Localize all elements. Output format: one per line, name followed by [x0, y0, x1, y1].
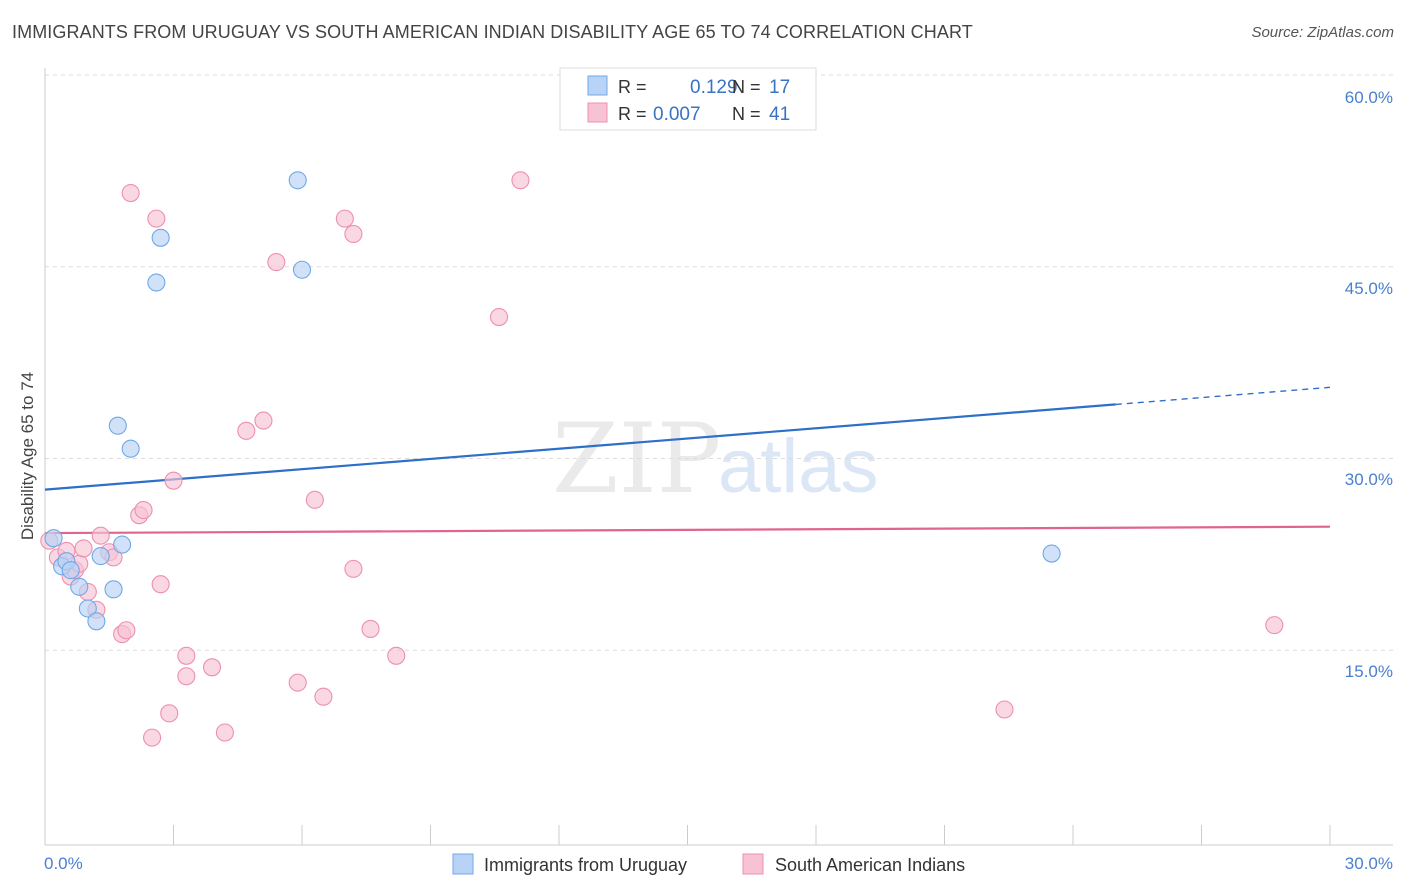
- point-series-1-19: [164, 471, 183, 490]
- point-series-1-9: [91, 526, 110, 545]
- stats-r-value-sai: 0.007: [653, 104, 701, 125]
- point-series-1-21: [147, 209, 166, 228]
- point-series-0-9: [113, 535, 132, 554]
- point-series-1-23: [177, 667, 196, 686]
- point-series-0-12: [147, 273, 166, 292]
- point-series-1-18: [160, 704, 179, 723]
- stats-r-value-uruguay: 0.129: [690, 77, 738, 98]
- y-axis-title: Disability Age 65 to 74: [18, 372, 37, 540]
- legend-label-uruguay: Immigrants from Uruguay: [484, 855, 687, 875]
- y-tick-label-15: 15.0%: [1345, 662, 1393, 681]
- point-series-1-32: [335, 209, 354, 228]
- point-series-0-16: [1042, 544, 1061, 563]
- watermark-atlas: atlas: [718, 424, 879, 509]
- point-series-1-31: [314, 687, 333, 706]
- point-series-1-6: [74, 539, 93, 558]
- point-series-1-38: [511, 171, 530, 190]
- stats-n-label-sai: N =: [732, 104, 761, 124]
- point-series-0-15: [292, 260, 312, 279]
- point-series-0-7: [91, 547, 110, 566]
- point-series-0-0: [44, 529, 63, 548]
- stats-n-value-uruguay: 17: [769, 77, 790, 98]
- x-tick-label-min: 0.0%: [44, 854, 83, 873]
- trend-line-series-0: [44, 403, 1116, 491]
- point-series-0-11: [121, 439, 140, 458]
- point-series-1-29: [288, 673, 307, 692]
- point-series-1-24: [203, 658, 222, 677]
- trend-lines: [44, 386, 1331, 535]
- series-legend: Immigrants from Uruguay South American I…: [452, 853, 965, 875]
- point-series-0-13: [151, 228, 170, 247]
- stats-r-label-uruguay: R =: [618, 77, 647, 97]
- point-series-1-27: [254, 411, 273, 430]
- point-series-1-33: [344, 224, 363, 244]
- y-tick-label-45: 45.0%: [1345, 279, 1393, 298]
- point-series-1-30: [305, 490, 324, 509]
- point-series-1-16: [143, 728, 162, 747]
- point-series-1-28: [267, 253, 286, 272]
- y-tick-labels: 15.0% 30.0% 45.0% 60.0%: [1345, 88, 1393, 681]
- legend-swatch-sai: [742, 853, 764, 875]
- stats-swatch-uruguay: [587, 75, 608, 96]
- y-tick-label-60: 60.0%: [1345, 88, 1393, 107]
- point-series-1-17: [151, 575, 170, 594]
- trend-line-extension-series-0: [1115, 386, 1331, 406]
- point-series-1-34: [344, 559, 363, 578]
- point-series-1-35: [361, 619, 380, 639]
- point-series-1-25: [215, 723, 234, 742]
- point-series-0-10: [108, 416, 127, 435]
- point-series-1-20: [121, 184, 140, 203]
- x-tick-label-max: 30.0%: [1345, 854, 1393, 873]
- point-series-1-13: [117, 621, 136, 640]
- stats-n-value-sai: 41: [769, 104, 790, 125]
- axes: [44, 68, 1393, 846]
- point-series-0-5: [78, 599, 97, 618]
- point-series-0-6: [87, 612, 106, 631]
- stats-n-label-uruguay: N =: [732, 77, 761, 97]
- stats-r-label-sai: R =: [618, 104, 647, 124]
- point-series-0-8: [104, 580, 123, 599]
- point-series-0-4: [70, 577, 89, 596]
- point-series-0-3: [61, 561, 80, 580]
- trend-line-series-1: [44, 525, 1331, 535]
- point-series-1-26: [237, 421, 256, 440]
- chart-title: IMMIGRANTS FROM URUGUAY VS SOUTH AMERICA…: [12, 22, 973, 42]
- legend-swatch-uruguay: [452, 853, 474, 875]
- point-series-1-37: [489, 307, 509, 327]
- chart-source: Source: ZipAtlas.com: [1251, 24, 1394, 41]
- point-series-1-40: [1265, 616, 1284, 635]
- point-series-1-22: [177, 646, 196, 665]
- gridlines: [45, 74, 1393, 651]
- y-tick-label-30: 30.0%: [1345, 470, 1393, 489]
- legend-label-sai: South American Indians: [775, 855, 965, 875]
- point-series-0-14: [288, 171, 307, 190]
- point-series-1-15: [134, 501, 153, 520]
- data-points: [40, 171, 1284, 747]
- stats-swatch-sai: [587, 102, 608, 123]
- point-series-1-36: [387, 646, 406, 665]
- stats-legend: R = 0.129 N = 17 R = 0.007 N = 41: [559, 67, 817, 131]
- point-series-1-39: [995, 700, 1014, 719]
